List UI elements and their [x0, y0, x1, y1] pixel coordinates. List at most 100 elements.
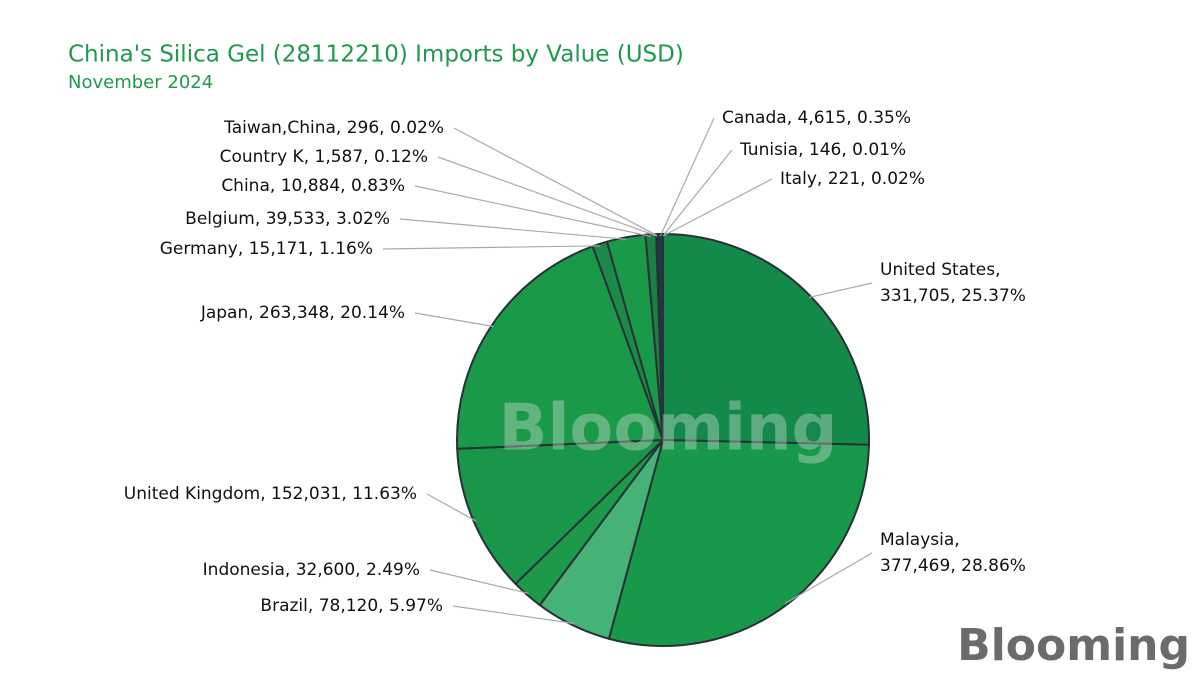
label-part: 11.63%	[352, 484, 417, 504]
leader-line	[414, 312, 494, 328]
leader-line	[437, 156, 658, 237]
label-part: 0.12%	[374, 147, 428, 167]
data-label: United Kingdom, 152,031, 11.63%	[124, 484, 417, 504]
label-separator: ,	[336, 118, 347, 138]
label-separator: ,	[270, 176, 281, 196]
label-part: 5.97%	[389, 596, 443, 616]
leader-line	[453, 127, 659, 237]
data-label: Italy, 221, 0.02%	[780, 169, 925, 189]
label-part: Belgium	[185, 209, 255, 229]
label-part: 2.49%	[366, 560, 420, 580]
label-separator: ,	[255, 209, 266, 229]
leader-line	[414, 185, 652, 237]
label-separator: ,	[341, 484, 352, 504]
data-label: Indonesia, 32,600, 2.49%	[203, 560, 420, 580]
data-label: Country K, 1,587, 0.12%	[220, 147, 428, 167]
leader-line	[808, 282, 873, 298]
label-separator: ,	[860, 169, 871, 189]
leader-line	[382, 245, 601, 250]
label-part: Japan	[200, 303, 248, 323]
label-separator: ,	[379, 118, 390, 138]
label-part: 0.02%	[871, 169, 925, 189]
leader-line	[662, 178, 773, 237]
leader-line	[429, 569, 529, 595]
chart-title: China's Silica Gel (28112210) Imports by…	[68, 42, 684, 68]
label-separator: ,	[325, 209, 336, 229]
label-separator: ,	[308, 239, 319, 259]
label-separator: ,	[787, 108, 798, 128]
label-separator: ,	[995, 260, 1000, 280]
label-separator: ,	[954, 530, 959, 550]
label-part: 0.02%	[390, 118, 444, 138]
data-label: Japan, 263,348, 20.14%	[200, 303, 405, 323]
pie-slice	[456, 245, 665, 450]
label-separator: ,	[841, 140, 852, 160]
label-part: 4,615	[798, 108, 847, 128]
pie-slice	[662, 232, 870, 446]
label-separator: ,	[304, 147, 315, 167]
label-part: Indonesia	[203, 560, 285, 580]
label-part: United Kingdom	[124, 484, 260, 504]
label-part: China	[221, 176, 270, 196]
label-separator: ,	[363, 147, 374, 167]
label-part: 39,533	[266, 209, 325, 229]
data-label: United States, 331,705, 25.37%	[880, 260, 1026, 306]
label-separator: ,	[248, 303, 259, 323]
leader-line	[784, 552, 873, 605]
label-part: 0.01%	[852, 140, 906, 160]
data-label: Tunisia, 146, 0.01%	[739, 140, 906, 160]
label-separator: ,	[285, 560, 296, 580]
data-label: Belgium, 39,533, 3.02%	[185, 209, 390, 229]
label-separator: ,	[950, 286, 961, 306]
leader-line	[452, 605, 574, 624]
label-part: 15,171	[249, 239, 308, 259]
pie-slice	[607, 438, 870, 647]
label-separator: ,	[950, 556, 961, 576]
label-part: 146	[809, 140, 841, 160]
label-part: 3.02%	[336, 209, 390, 229]
label-part: 152,031	[271, 484, 341, 504]
label-part: 25.37%	[961, 286, 1026, 306]
data-label: Brazil, 78,120, 5.97%	[260, 596, 443, 616]
label-part: 0.35%	[857, 108, 911, 128]
label-part: Malaysia	[880, 530, 954, 550]
label-separator: ,	[340, 176, 351, 196]
label-part: 331,705	[880, 286, 950, 306]
label-part: Canada	[722, 108, 787, 128]
label-part: 263,348	[259, 303, 329, 323]
label-part: United States	[880, 260, 995, 280]
label-part: 20.14%	[340, 303, 405, 323]
label-part: 10,884	[281, 176, 340, 196]
label-part: 0.83%	[351, 176, 405, 196]
pie-slice	[456, 438, 666, 586]
label-part: 221	[828, 169, 860, 189]
label-separator: ,	[238, 239, 249, 259]
leader-line	[659, 117, 715, 237]
label-part: 1.16%	[319, 239, 373, 259]
chart-subtitle: November 2024	[68, 72, 213, 93]
label-part: 32,600	[296, 560, 355, 580]
label-separator: ,	[817, 169, 828, 189]
label-separator: ,	[355, 560, 366, 580]
label-part: 1,587	[315, 147, 364, 167]
label-separator: ,	[846, 108, 857, 128]
leader-line	[426, 493, 477, 522]
data-label: Canada, 4,615, 0.35%	[722, 108, 911, 128]
leader-line	[662, 149, 733, 237]
label-part: Country K	[220, 147, 305, 167]
pie: United States, 331,705, 25.37%Malaysia, 37…	[124, 108, 1026, 647]
label-separator: ,	[798, 140, 809, 160]
label-part: 28.86%	[961, 556, 1026, 576]
label-separator: ,	[329, 303, 340, 323]
label-separator: ,	[308, 596, 319, 616]
leader-line	[399, 218, 627, 240]
label-separator: ,	[378, 596, 389, 616]
data-label: China, 10,884, 0.83%	[221, 176, 405, 196]
label-part: 377,469	[880, 556, 950, 576]
label-part: 296	[347, 118, 379, 138]
data-label: Germany, 15,171, 1.16%	[160, 239, 373, 259]
label-part: Taiwan,China	[223, 118, 336, 138]
label-part: 78,120	[319, 596, 378, 616]
label-part: Tunisia	[739, 140, 798, 160]
